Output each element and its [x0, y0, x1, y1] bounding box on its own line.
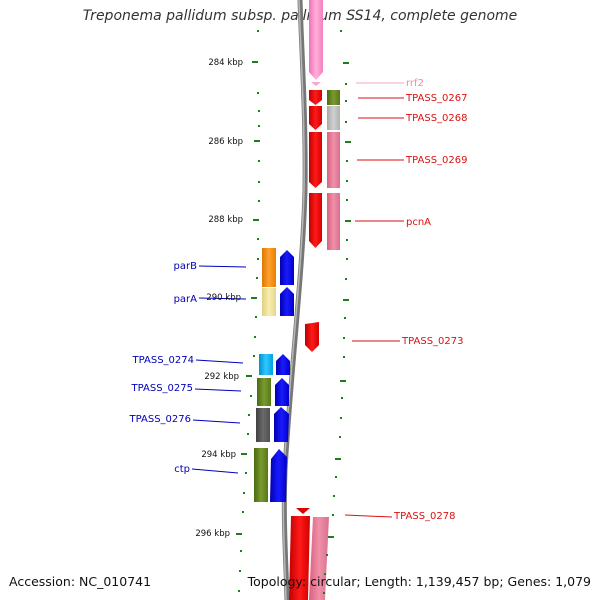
connector-lines — [191, 82, 404, 518]
gene-label-tpass-0275[interactable]: TPASS_0275 — [131, 383, 193, 394]
gene-label-tpass-0278[interactable]: TPASS_0278 — [393, 511, 455, 522]
gene-tpass-0269-arrow[interactable] — [309, 132, 322, 188]
scale-label-292: 292 kbp — [204, 372, 239, 382]
category-block-olive-ctp — [254, 448, 268, 502]
category-block-dark-0276 — [256, 408, 270, 442]
gene-para-arrow[interactable] — [280, 287, 294, 316]
genome-summary-text: Topology: circular; Length: 1,139,457 bp… — [247, 574, 591, 589]
gene-label-tpass-0273[interactable]: TPASS_0273 — [401, 336, 463, 347]
gene-tpass-0276-arrow[interactable] — [274, 407, 289, 442]
accession-text: Accession: NC_010741 — [9, 574, 152, 589]
gene-label-ctp[interactable]: ctp — [174, 464, 190, 475]
gene-rrf2-tip[interactable] — [311, 82, 321, 86]
genome-backbone-highlight — [282, 0, 305, 600]
scale-label-290: 290 kbp — [206, 293, 241, 303]
category-block-orange-parb — [262, 248, 276, 287]
category-block-olive-0275 — [257, 378, 271, 406]
genome-backbone — [281, 0, 308, 600]
gene-label-tpass-0269[interactable]: TPASS_0269 — [405, 155, 467, 166]
scale-label-288: 288 kbp — [208, 215, 243, 225]
category-block-gray — [327, 106, 340, 130]
category-block-pink-pcna — [327, 193, 340, 250]
category-block-olive — [327, 90, 340, 105]
category-block-pink-0269 — [327, 132, 340, 188]
scale-label-284: 284 kbp — [208, 58, 243, 68]
gene-tpass-0267-arrow[interactable] — [309, 90, 322, 105]
gene-label-tpass-0274[interactable]: TPASS_0274 — [132, 355, 194, 366]
gene-tpass-0278-arrow[interactable] — [289, 516, 310, 600]
gene-rrf2-arrow[interactable] — [309, 0, 323, 80]
gene-tpass-0273-arrow[interactable] — [305, 322, 319, 352]
gene-tpass-0275-arrow[interactable] — [275, 378, 289, 406]
category-block-pink-0278 — [309, 517, 329, 600]
gene-label-para[interactable]: parA — [174, 294, 198, 305]
gene-label-parb[interactable]: parB — [174, 261, 198, 272]
gene-parb-arrow[interactable] — [280, 250, 294, 285]
scale-ticks-left — [236, 30, 260, 592]
gene-ctp-arrow[interactable] — [270, 449, 287, 502]
gene-label-tpass-0276[interactable]: TPASS_0276 — [129, 414, 191, 425]
scale-label-286: 286 kbp — [208, 137, 243, 147]
scale-ticks-right — [323, 30, 351, 594]
scale-label-294: 294 kbp — [201, 450, 236, 460]
gene-tpass-0278-tip[interactable] — [296, 508, 310, 514]
gene-tpass-0268-arrow[interactable] — [309, 106, 322, 130]
category-block-cyan-0274 — [259, 354, 273, 375]
category-block-yellow-para — [262, 288, 276, 316]
gene-pcna-arrow[interactable] — [309, 193, 322, 248]
gene-label-rrf2[interactable]: rrf2 — [406, 78, 424, 89]
gene-label-pcna[interactable]: pcnA — [406, 217, 431, 228]
gene-tpass-0274-arrow[interactable] — [276, 354, 290, 375]
gene-label-tpass-0267[interactable]: TPASS_0267 — [405, 93, 467, 104]
gene-label-tpass-0268[interactable]: TPASS_0268 — [405, 113, 467, 124]
scale-label-296: 296 kbp — [195, 529, 230, 539]
